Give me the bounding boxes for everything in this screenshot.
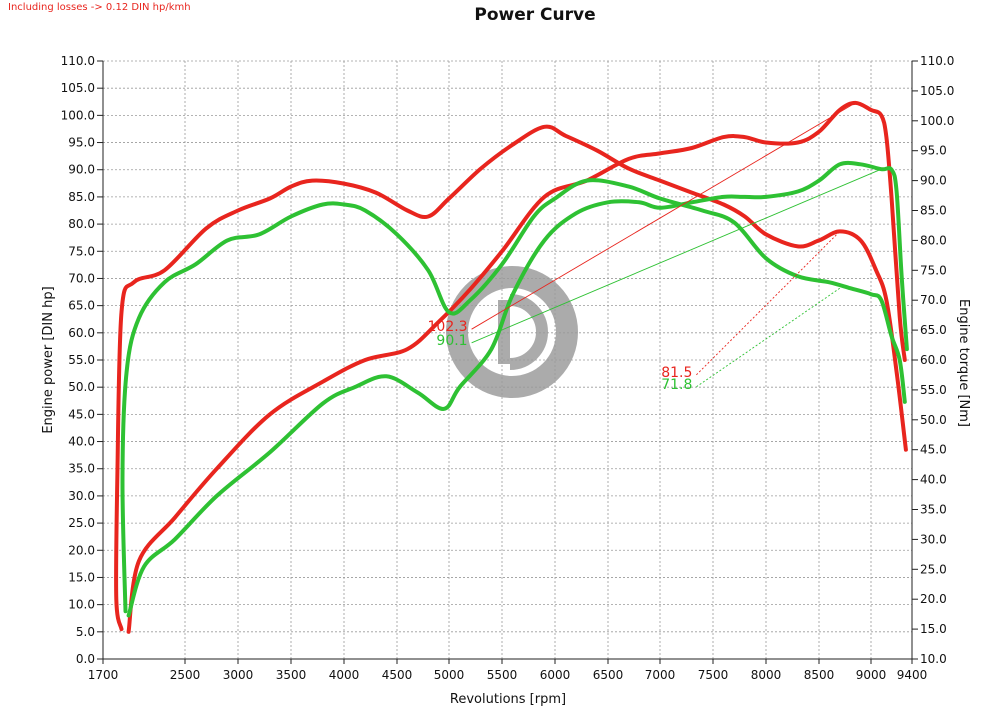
y-tick-label: 70.0 [68,271,95,285]
x-tick-label: 9400 [897,668,928,682]
y-tick-label: 55.0 [68,353,95,367]
annotation-leader [471,102,856,330]
x-axis-label: Revolutions [rpm] [450,692,566,707]
y2-tick-label: 45.0 [920,443,947,457]
y2-tick-label: 70.0 [920,293,947,307]
y-tick-labels: 0.0 5.0 10.0 15.0 20.0 25.0 30.0 35.0 40.0 45.0 50… [61,54,103,666]
y-tick-label: 35.0 [68,462,95,476]
x-tick-label: 8000 [751,668,782,682]
y-tick-label: 80.0 [68,217,95,231]
x-tick-label: 6000 [540,668,571,682]
annotation-label: 90.1 [436,333,467,349]
y-tick-label: 15.0 [68,570,95,584]
y2-tick-label: 25.0 [920,562,947,576]
annotation-label: 71.8 [661,377,692,393]
y-tick-label: 60.0 [68,326,95,340]
annotation-leader [471,168,882,344]
watermark-bar [498,300,510,364]
y2-tick-label: 75.0 [920,263,947,277]
x-tick-label: 4500 [382,668,413,682]
annotation-label: 102.3 [428,319,468,335]
y-tick-label: 5.0 [76,625,95,639]
annotation-leader [696,287,841,388]
y-tick-label: 0.0 [76,652,95,666]
y2-tick-label: 95.0 [920,144,947,158]
y2-tick-label: 35.0 [920,503,947,517]
curves [114,100,909,634]
y-tick-label: 50.0 [68,380,95,394]
y-tick-label: 25.0 [68,516,95,530]
annotation-labels: 102.390.1 81.571.8 [428,319,693,393]
series-power-0 [126,100,907,634]
annotation-leader [696,231,841,376]
y-tick-label: 90.0 [68,163,95,177]
y2-tick-labels: 10.0 15.0 20.0 25.0 30.0 35.0 40.0 45.0 50.0 55.0… [912,54,954,666]
y-tick-label: 30.0 [68,489,95,503]
y2-tick-label: 30.0 [920,532,947,546]
y2-tick-label: 60.0 [920,353,947,367]
x-tick-label: 9000 [856,668,887,682]
y-tick-label: 110.0 [61,54,95,68]
y2-tick-label: 10.0 [920,652,947,666]
x-tick-label: 3000 [223,668,254,682]
x-tick-label: 5500 [487,668,518,682]
y-axis-label: Engine power [DIN hp] [41,286,56,433]
grid-lines [102,60,913,660]
annotation-label: 81.5 [661,365,692,381]
y-tick-label: 95.0 [68,136,95,150]
y2-tick-label: 40.0 [920,473,947,487]
y2-tick-label: 100.0 [920,114,954,128]
x-tick-label: 2500 [170,668,201,682]
y2-tick-label: 105.0 [920,84,954,98]
x-tick-label: 7000 [645,668,676,682]
x-tick-label: 7500 [698,668,729,682]
x-tick-labels: 1700 2500 3000 3500 4000 4500 5000 5500 6000 6500… [88,659,928,682]
y2-tick-label: 80.0 [920,233,947,247]
y-tick-label: 85.0 [68,190,95,204]
series-power-2 [126,160,909,618]
x-tick-label: 5000 [434,668,465,682]
y2-tick-label: 110.0 [920,54,954,68]
losses-note: Including losses -> 0.12 DIN hp/kmh [8,2,191,13]
y2-tick-label: 55.0 [920,383,947,397]
y2-tick-label: 85.0 [920,204,947,218]
y-tick-label: 65.0 [68,299,95,313]
y2-tick-label: 50.0 [920,413,947,427]
series-torque-3 [120,178,907,614]
x-tick-label: 4000 [329,668,360,682]
watermark-arc [509,294,548,370]
y2-tick-label: 90.0 [920,174,947,188]
y2-tick-label: 65.0 [920,323,947,337]
y-tick-label: 105.0 [61,81,95,95]
y2-axis-label: Engine torque [Nm] [956,299,971,427]
x-tick-label: 3500 [276,668,307,682]
x-tick-label: 8500 [804,668,835,682]
y-tick-label: 10.0 [68,598,95,612]
x-tick-label: 6500 [593,668,624,682]
chart-title: Power Curve [474,5,596,25]
y-tick-label: 45.0 [68,407,95,421]
series-torque-1 [114,124,908,632]
annotation-leaders [471,102,882,388]
y2-tick-label: 15.0 [920,622,947,636]
y2-tick-label: 20.0 [920,592,947,606]
y-tick-label: 20.0 [68,543,95,557]
y-tick-label: 40.0 [68,435,95,449]
y-tick-label: 100.0 [61,108,95,122]
y-tick-label: 75.0 [68,244,95,258]
x-tick-label: 1700 [88,668,119,682]
